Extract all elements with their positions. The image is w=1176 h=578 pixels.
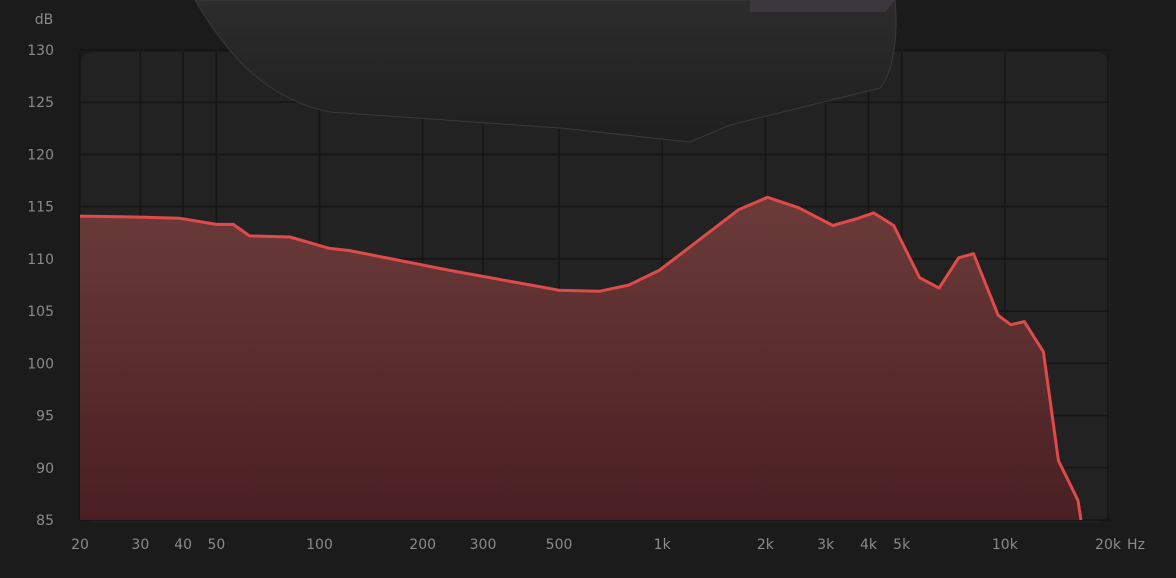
x-tick-label: 50 xyxy=(207,537,225,553)
x-axis-label: Hz xyxy=(1127,537,1145,553)
y-tick-label: 105 xyxy=(27,304,54,320)
x-tick-label: 5k xyxy=(893,537,911,553)
x-tick-label: 40 xyxy=(174,537,192,553)
headphone-image-highlight xyxy=(750,0,895,12)
y-tick-label: 110 xyxy=(27,252,54,268)
x-tick-label: 20 xyxy=(71,537,89,553)
x-tick-label: 2k xyxy=(757,537,775,553)
x-tick-label: 100 xyxy=(306,537,333,553)
x-tick-label: 4k xyxy=(860,537,878,553)
y-tick-label: 115 xyxy=(27,200,54,216)
x-tick-label: 20k xyxy=(1095,537,1122,553)
y-tick-label: 95 xyxy=(36,409,54,425)
x-tick-label: 200 xyxy=(409,537,436,553)
headphone-image xyxy=(194,0,897,143)
y-tick-label: 90 xyxy=(36,461,54,477)
y-tick-label: 85 xyxy=(36,513,54,529)
x-tick-label: 3k xyxy=(817,537,835,553)
y-tick-label: 125 xyxy=(27,95,54,111)
x-tick-label: 10k xyxy=(992,537,1019,553)
y-tick-label: 130 xyxy=(27,43,54,59)
x-tick-label: 500 xyxy=(546,537,573,553)
x-tick-label: 1k xyxy=(654,537,672,553)
x-tick-label: 300 xyxy=(470,537,497,553)
y-tick-label: 120 xyxy=(27,147,54,163)
response-area xyxy=(80,197,1081,521)
y-tick-label: 100 xyxy=(27,356,54,372)
response-line xyxy=(79,195,1083,521)
y-axis-label: dB xyxy=(35,12,54,28)
x-tick-label: 30 xyxy=(131,537,149,553)
